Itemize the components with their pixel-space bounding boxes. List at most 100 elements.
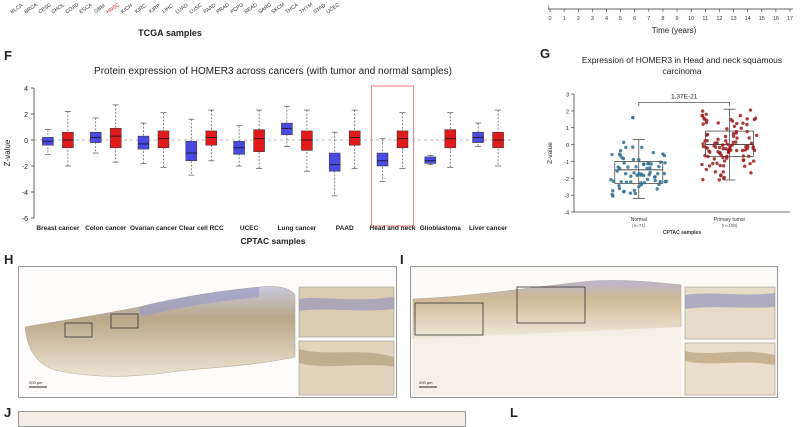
chart-f-ytick-label: -2 [22,164,28,171]
chart-g-pvalue: 1.37E-21 [671,93,698,100]
chart-g-point [747,136,751,140]
tcga-code-ucec: UCEC [325,2,342,16]
chart-g-point [725,127,729,131]
chart-f-ytick-label: -6 [22,216,28,223]
chart-g-point [637,184,641,189]
zoom-box-h1 [64,322,93,338]
chart-f-box-tumor [348,130,361,146]
chart-g-point [617,186,622,191]
km-tick-label-1: 1 [563,16,566,22]
chart-f-box-tumor [157,130,170,149]
chart-g-point [624,145,628,150]
chart-f-box-tumor [205,130,218,146]
tissue-section-h [24,286,296,377]
chart-g-point [745,122,749,127]
chart-g-point [641,173,646,178]
chart-g-box [705,130,754,157]
chart-g-point [725,154,729,159]
chart-g-point [657,182,661,187]
chart-g-ytick-label: -1 [564,160,569,166]
tcga-xlabel: TCGA samples [138,28,202,38]
chart-g-point [721,147,725,151]
chart-f-category-label: Lung cancer [278,225,317,232]
chart-g-point [701,177,705,182]
histology-h-svg: 200 µm [24,286,395,396]
panel-f: Protein expression of HOMER3 across canc… [0,60,520,250]
km-tick-label-0: 0 [548,16,551,22]
panel-h-label: H [4,252,14,267]
chart-g-point [721,164,726,168]
panel-g: Expression of HOMER3 in Head and neck sq… [540,54,800,244]
chart-g-point [703,139,707,143]
tcga-code-cesc: CESC [37,2,53,16]
chart-g-point [748,108,753,112]
chart-f-xlabel: CPTAC samples [240,236,305,246]
chart-g-point [620,156,624,160]
tcga-code-paad: PAAD [202,2,217,16]
tcga-code-gbm: GBM [92,3,106,15]
chart-f-category-label: Glioblastoma [420,225,462,232]
zoom-box-h2 [110,313,139,329]
chart-g-point [701,144,706,149]
chart-g-outlier [631,115,635,120]
chart-f-box-normal [376,152,389,167]
chart-g-point [629,180,633,184]
chart-g-point [728,146,732,150]
chart-f-ytick-label: 4 [24,86,28,93]
chart-g-point [618,149,623,153]
chart-g-point [711,161,715,166]
chart-g-point [716,150,720,154]
inset-i-bottom [684,342,776,396]
chart-g-point [721,170,725,174]
tcga-code-thca: THCA [284,2,300,16]
chart-f-box-tumor [301,130,313,151]
chart-f-box-normal [424,156,437,164]
chart-f-box-tumor [253,129,265,152]
chart-g-point [616,165,620,169]
chart-g-point [656,172,660,176]
km-tick-label-6: 6 [633,16,636,22]
chart-g-point [749,141,754,146]
chart-g-xlabel: CPTAC samples [663,230,701,236]
chart-g-point [741,158,746,162]
chart-g-point [746,154,751,158]
km-tick-label-13: 13 [730,16,736,22]
chart-f-title: Protein expression of HOMER3 across canc… [94,66,452,77]
chart-g-point [702,116,706,120]
panel-i: 200 µm [410,266,778,398]
inset-h-top [298,286,395,338]
chart-g-point [719,173,723,177]
chart-g-ytick-label: 2 [566,109,569,115]
chart-g-point [723,134,728,139]
chart-g-point [713,141,717,145]
chart-f-box-normal [137,135,150,150]
tcga-code-brca: BRCA [23,2,39,16]
km-tick-label-10: 10 [688,16,694,22]
chart-g-point [641,162,646,166]
chart-g-point [631,157,636,162]
chart-g-point [751,159,756,163]
km-xlabel: Time (years) [651,26,697,35]
tcga-code-kirp: KIRP [147,3,162,15]
chart-g-point [739,126,743,130]
chart-f-box-tumor [396,130,409,149]
zoom-box-i1 [414,302,484,336]
chart-g-point [722,176,726,181]
chart-g-point [617,184,621,188]
chart-g-point [623,172,628,176]
tcga-code-luad: LUAD [174,2,190,16]
chart-g-point [701,142,705,146]
chart-g-title-line: carcinoma [662,66,701,76]
km-tick-label-4: 4 [605,16,608,22]
scale-label-h: 200 µm [29,380,43,385]
chart-g-point [635,173,639,177]
chart-g-point [717,145,722,150]
km-tick-label-7: 7 [647,16,650,22]
chart-g-group-n: (n=71) [632,223,646,228]
chart-g-point [632,188,637,193]
chart-g-point [653,175,657,179]
chart-g-point [705,146,709,150]
chart-g-point [751,146,755,151]
chart-g-point [717,178,721,182]
chart-g-point [622,161,626,165]
